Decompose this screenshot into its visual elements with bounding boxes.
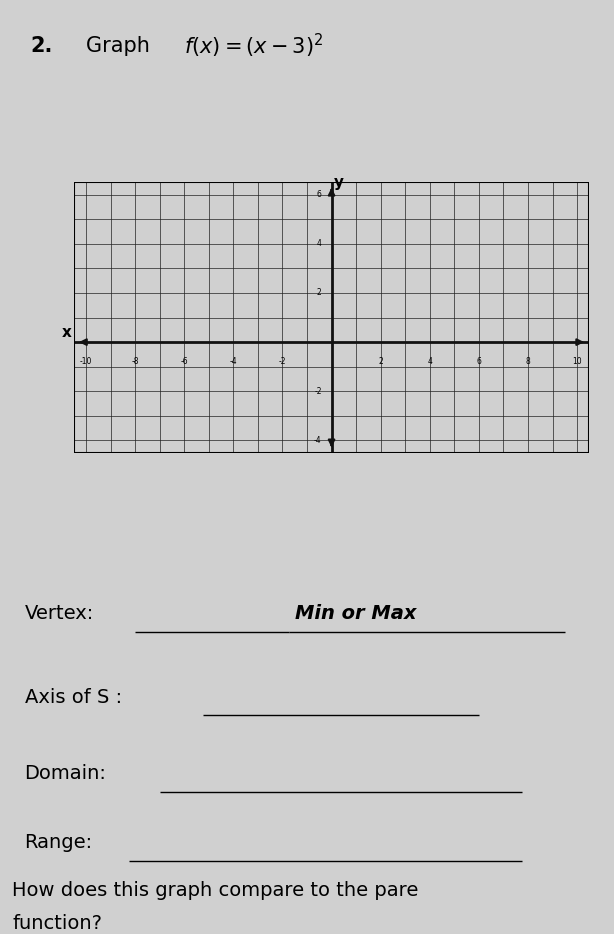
- Text: Graph: Graph: [86, 36, 157, 56]
- Text: 6: 6: [317, 191, 322, 199]
- Text: 10: 10: [572, 357, 582, 366]
- Text: -10: -10: [80, 357, 92, 366]
- Text: Min or Max: Min or Max: [295, 604, 416, 623]
- Text: 6: 6: [476, 357, 481, 366]
- Text: Vertex:: Vertex:: [25, 604, 94, 623]
- Text: How does this graph compare to the pare: How does this graph compare to the pare: [12, 881, 419, 899]
- Text: 2: 2: [317, 289, 322, 298]
- Text: -8: -8: [131, 357, 139, 366]
- Text: $f(x)=(x-3)^{2}$: $f(x)=(x-3)^{2}$: [184, 32, 324, 61]
- Text: 2.: 2.: [31, 36, 53, 56]
- Text: x: x: [61, 325, 71, 340]
- Text: 2: 2: [378, 357, 383, 366]
- Text: -4: -4: [314, 436, 322, 445]
- Text: 4: 4: [317, 239, 322, 248]
- Text: 4: 4: [427, 357, 432, 366]
- Text: y: y: [334, 175, 344, 190]
- Text: -2: -2: [279, 357, 286, 366]
- Text: -2: -2: [314, 387, 322, 396]
- Text: -4: -4: [230, 357, 237, 366]
- Text: function?: function?: [12, 913, 103, 932]
- Text: Range:: Range:: [25, 833, 93, 853]
- Text: -6: -6: [181, 357, 188, 366]
- Text: Axis of S :: Axis of S :: [25, 687, 122, 707]
- Text: 8: 8: [526, 357, 530, 366]
- Text: Domain:: Domain:: [25, 764, 106, 784]
